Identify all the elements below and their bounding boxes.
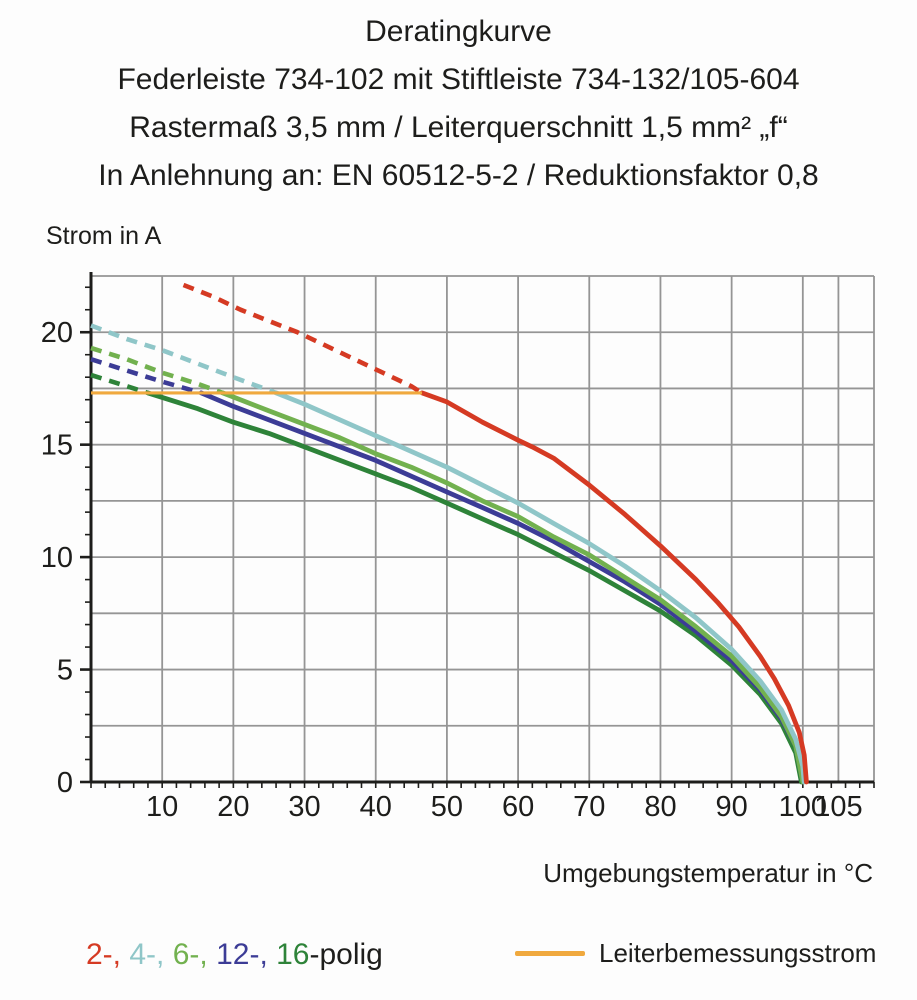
curve-2-polig: [419, 390, 809, 785]
x-tick-label: 20: [217, 791, 249, 823]
poles-legend: 2-, 4-, 6-, 12-, 16-polig: [86, 938, 383, 972]
curve-dashed-4-polig: [90, 323, 277, 396]
curve-6-polig: [220, 390, 806, 785]
x-tick-label: 90: [716, 791, 748, 823]
curve-12-polig: [198, 390, 806, 785]
x-tick-label: 40: [360, 791, 392, 823]
legend-pole-item: 12-,: [216, 938, 277, 971]
curve-dashed-6-polig: [90, 345, 224, 396]
legend-pole-item: 4-,: [129, 938, 173, 971]
rated-current-label: Leiterbemessungsstrom: [599, 938, 877, 968]
rated-current-legend: Leiterbemessungsstrom: [515, 938, 876, 969]
y-axis-title: Strom in A: [46, 222, 162, 250]
chart-subtitle-spec: Rastermaß 3,5 mm / Leiterquerschnitt 1,5…: [129, 111, 788, 144]
chart-subtitle-parts: Federleiste 734-102 mit Stiftleiste 734-…: [117, 63, 800, 96]
legend-pole-item: 6-,: [172, 938, 217, 971]
title-block: Deratingkurve Federleiste 734-102 mit St…: [0, 8, 917, 200]
x-tick-label: 30: [288, 791, 320, 823]
x-axis-title: Umgebungstemperatur in °C: [543, 858, 873, 888]
x-tick-label: 70: [573, 791, 605, 823]
chart-title: Deratingkurve: [365, 15, 552, 48]
x-tick-label: 10: [146, 791, 178, 823]
chart-subtitle-standard: In Anlehnung an: EN 60512-5-2 / Reduktio…: [98, 159, 819, 192]
y-tick-label: 20: [41, 317, 73, 349]
curve-dashed-12-polig: [90, 357, 202, 396]
legend-pole-item: 16: [276, 938, 310, 971]
curve-4-polig: [273, 390, 807, 785]
y-tick-label: 10: [41, 542, 73, 574]
curve-dashed-16-polig: [90, 372, 149, 396]
curve-dashed-2-polig: [182, 282, 424, 395]
x-tick-label: 100: [779, 791, 827, 823]
legend-pole-suffix: -polig: [309, 938, 383, 971]
y-tick-label: 5: [57, 655, 73, 687]
y-tick-label: 15: [41, 430, 73, 462]
x-tick-label: 60: [502, 791, 534, 823]
x-tick-label: 50: [431, 791, 463, 823]
legend-pole-item: 2-,: [86, 938, 130, 971]
x-tick-label: 105: [814, 791, 862, 823]
curve-16-polig: [145, 390, 804, 785]
x-tick-label: 80: [644, 791, 676, 823]
rated-current-line-swatch: [515, 951, 585, 956]
y-tick-label: 0: [57, 767, 73, 799]
